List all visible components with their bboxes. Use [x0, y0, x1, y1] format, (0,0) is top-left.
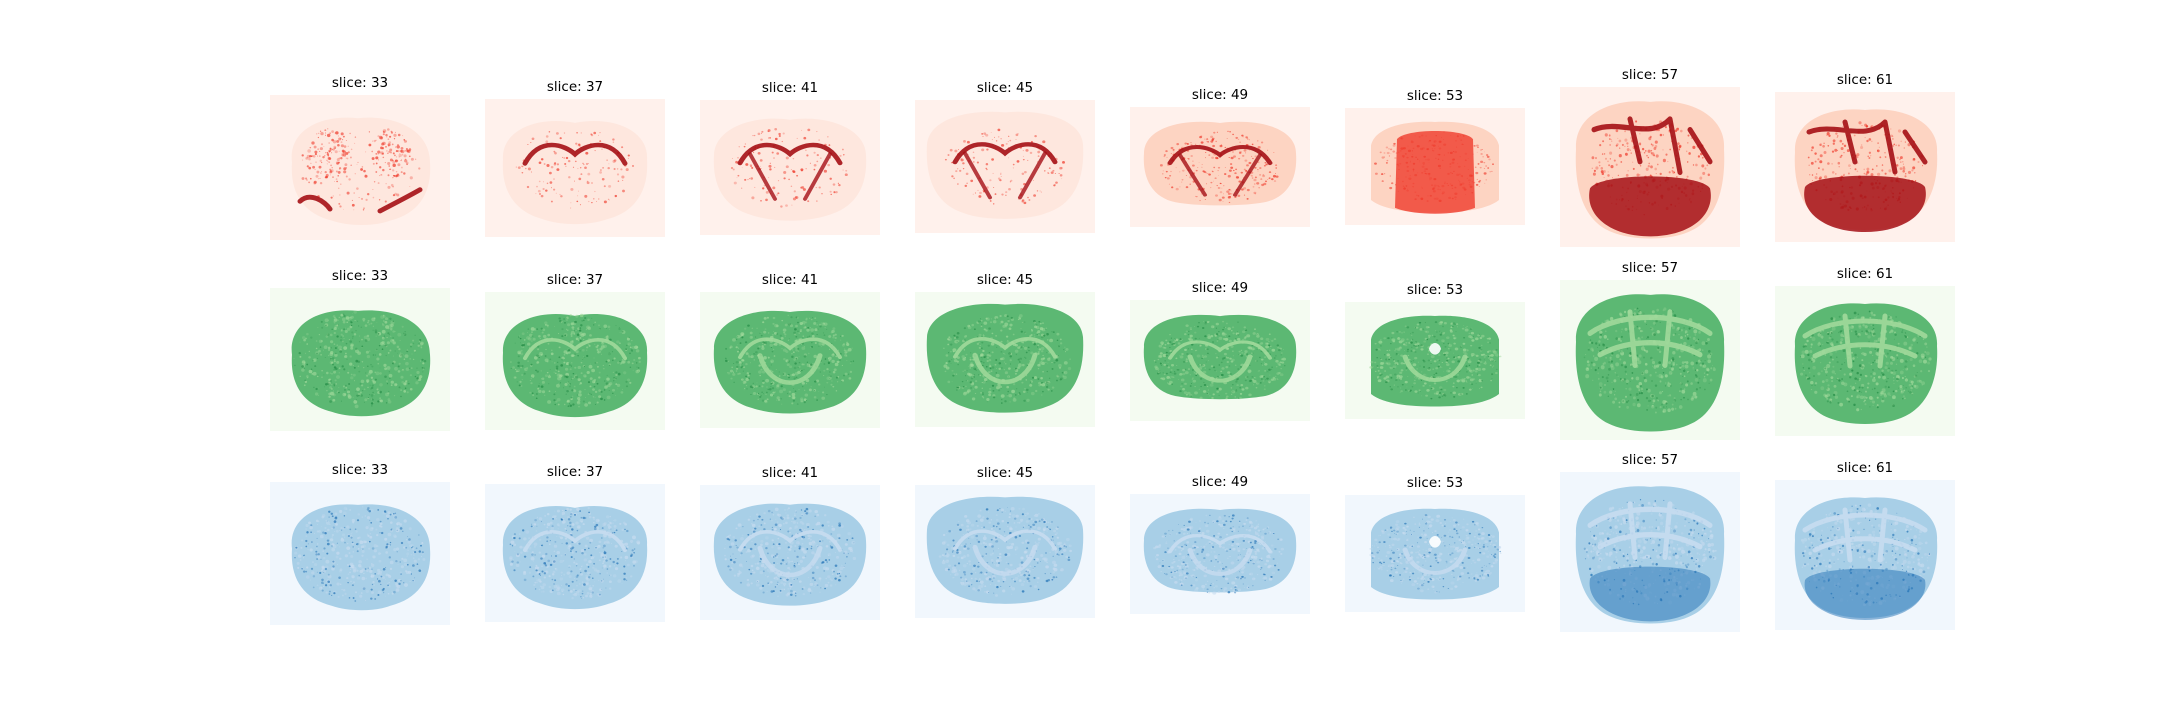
- slice-image: [485, 484, 665, 622]
- slice-title: slice: 37: [546, 79, 604, 95]
- slice-image: [1775, 286, 1955, 436]
- slice-image: [700, 100, 880, 235]
- slice-panel: slice: 45: [915, 272, 1095, 427]
- slice-panel: slice: 53: [1345, 282, 1525, 419]
- slice-image: [485, 292, 665, 430]
- slice-image: [1560, 280, 1740, 440]
- slice-title: slice: 37: [546, 464, 604, 480]
- slice-title: slice: 53: [1406, 475, 1464, 491]
- slice-panel: slice: 41: [700, 465, 880, 620]
- slice-image: [915, 100, 1095, 233]
- slice-panel: slice: 61: [1775, 460, 1955, 630]
- slice-title: slice: 41: [761, 465, 819, 481]
- slice-image: [915, 485, 1095, 618]
- slice-image: [1130, 107, 1310, 227]
- slice-title: slice: 33: [331, 268, 389, 284]
- slice-panel: slice: 37: [485, 272, 665, 430]
- slice-panel: slice: 37: [485, 464, 665, 622]
- slice-image: [1345, 108, 1525, 225]
- slice-panel: slice: 37: [485, 79, 665, 237]
- slice-title: slice: 57: [1621, 260, 1679, 276]
- slice-title: slice: 45: [976, 465, 1034, 481]
- slice-title: slice: 57: [1621, 67, 1679, 83]
- slice-title: slice: 57: [1621, 452, 1679, 468]
- slice-title: slice: 45: [976, 80, 1034, 96]
- slice-image: [485, 99, 665, 237]
- slice-panel: slice: 33: [270, 268, 450, 431]
- slice-title: slice: 33: [331, 462, 389, 478]
- slice-title: slice: 41: [761, 272, 819, 288]
- slice-panel: slice: 33: [270, 75, 450, 240]
- slice-image: [1560, 87, 1740, 247]
- slice-title: slice: 49: [1191, 87, 1249, 103]
- slice-title: slice: 61: [1836, 266, 1894, 282]
- slice-image: [700, 485, 880, 620]
- slice-title: slice: 41: [761, 80, 819, 96]
- slice-panel: slice: 57: [1560, 452, 1740, 632]
- slice-panel: slice: 33: [270, 462, 450, 625]
- slice-image: [270, 482, 450, 625]
- slice-image: [915, 292, 1095, 427]
- slice-title: slice: 45: [976, 272, 1034, 288]
- slice-title: slice: 33: [331, 75, 389, 91]
- slice-image: [270, 288, 450, 431]
- slice-panel: slice: 57: [1560, 67, 1740, 247]
- slice-image: [1345, 495, 1525, 612]
- slice-panel: slice: 61: [1775, 266, 1955, 436]
- slice-title: slice: 61: [1836, 72, 1894, 88]
- slice-image: [700, 292, 880, 428]
- slice-panel: slice: 45: [915, 465, 1095, 618]
- slice-image: [1775, 480, 1955, 630]
- slice-panel: slice: 53: [1345, 88, 1525, 225]
- slice-title: slice: 53: [1406, 282, 1464, 298]
- slice-title: slice: 37: [546, 272, 604, 288]
- slice-image: [1775, 92, 1955, 242]
- slice-title: slice: 49: [1191, 474, 1249, 490]
- slice-panel: slice: 53: [1345, 475, 1525, 612]
- slice-panel: slice: 41: [700, 272, 880, 428]
- slice-title: slice: 53: [1406, 88, 1464, 104]
- slice-panel: slice: 49: [1130, 474, 1310, 614]
- slice-image: [1560, 472, 1740, 632]
- slice-panel: slice: 49: [1130, 87, 1310, 227]
- slice-title: slice: 61: [1836, 460, 1894, 476]
- slice-panel: slice: 61: [1775, 72, 1955, 242]
- slice-panel: slice: 49: [1130, 280, 1310, 421]
- slice-image: [1130, 494, 1310, 614]
- slice-panel: slice: 41: [700, 80, 880, 235]
- slice-panel: slice: 45: [915, 80, 1095, 233]
- slice-title: slice: 49: [1191, 280, 1249, 296]
- slice-image: [270, 95, 450, 240]
- slice-image: [1345, 302, 1525, 419]
- slice-image: [1130, 300, 1310, 421]
- slice-panel: slice: 57: [1560, 260, 1740, 440]
